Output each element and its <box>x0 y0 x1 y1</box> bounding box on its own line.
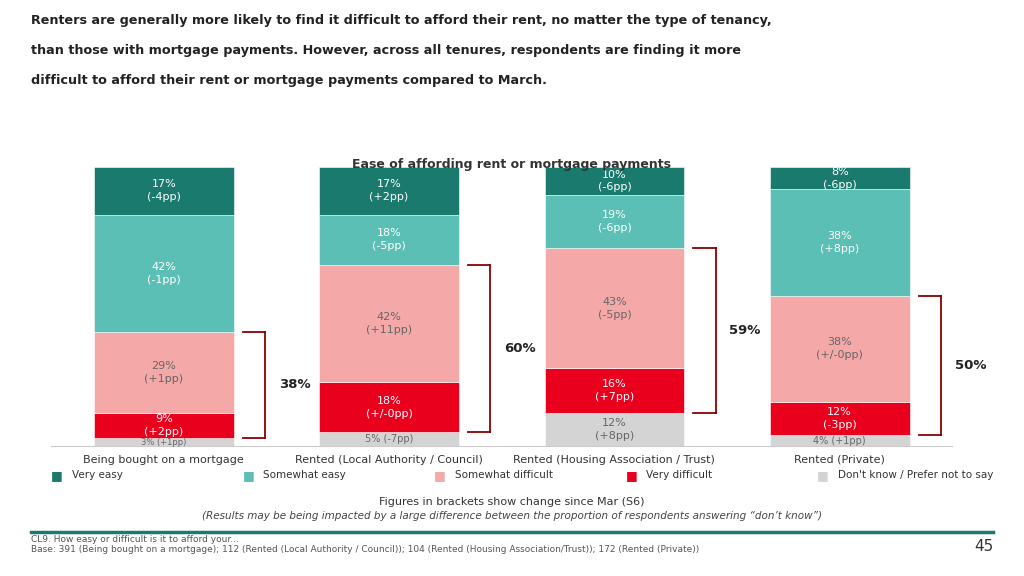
Text: 38%
(+/-0pp): 38% (+/-0pp) <box>816 337 863 360</box>
Text: 45: 45 <box>974 539 993 554</box>
Bar <box>319 382 459 433</box>
Text: Base: 391 (Being bought on a mortgage); 112 (Rented (Local Authority / Council)): Base: 391 (Being bought on a mortgage); … <box>31 545 699 555</box>
Text: Somewhat difficult: Somewhat difficult <box>455 470 553 480</box>
Text: 42%
(+11pp): 42% (+11pp) <box>366 312 413 335</box>
Bar <box>94 438 233 446</box>
Text: 43%
(-5pp): 43% (-5pp) <box>598 297 631 320</box>
Text: ■: ■ <box>434 469 445 482</box>
Text: Renters are generally more likely to find it difficult to afford their rent, no : Renters are generally more likely to fin… <box>31 14 771 28</box>
Text: 42%
(-1pp): 42% (-1pp) <box>147 262 180 285</box>
Text: 18%
(-5pp): 18% (-5pp) <box>373 228 406 251</box>
Text: 12%
(-3pp): 12% (-3pp) <box>823 407 856 430</box>
Bar <box>545 248 684 368</box>
Bar <box>319 167 459 214</box>
Bar <box>545 368 684 413</box>
Text: 59%: 59% <box>729 324 761 337</box>
Bar <box>545 195 684 248</box>
Text: Very easy: Very easy <box>72 470 123 480</box>
Text: 50%: 50% <box>954 359 986 372</box>
Text: 8%
(-6pp): 8% (-6pp) <box>823 167 856 190</box>
Text: ■: ■ <box>243 469 254 482</box>
Text: ■: ■ <box>51 469 62 482</box>
Bar <box>319 265 459 382</box>
Text: 17%
(-4pp): 17% (-4pp) <box>146 179 181 202</box>
Bar <box>319 214 459 265</box>
Text: 17%
(+2pp): 17% (+2pp) <box>370 179 409 202</box>
Text: ■: ■ <box>817 469 828 482</box>
Text: Somewhat easy: Somewhat easy <box>263 470 346 480</box>
Text: 38%: 38% <box>279 378 310 392</box>
Text: 5% (-7pp): 5% (-7pp) <box>365 434 414 445</box>
Bar <box>770 295 909 401</box>
Text: 18%
(+/-0pp): 18% (+/-0pp) <box>366 396 413 419</box>
Bar <box>94 413 233 438</box>
Text: Ease of affording rent or mortgage payments: Ease of affording rent or mortgage payme… <box>352 158 672 172</box>
Bar <box>319 433 459 446</box>
Text: 10%
(-6pp): 10% (-6pp) <box>598 169 631 192</box>
Text: 4% (+1pp): 4% (+1pp) <box>813 436 866 446</box>
Bar <box>770 435 909 446</box>
Bar <box>545 413 684 446</box>
Text: Figures in brackets show change since Mar (S6): Figures in brackets show change since Ma… <box>379 497 645 506</box>
Text: 19%
(-6pp): 19% (-6pp) <box>598 210 631 233</box>
Bar <box>94 332 233 413</box>
Text: CL9. How easy or difficult is it to afford your...: CL9. How easy or difficult is it to affo… <box>31 535 239 544</box>
Text: than those with mortgage payments. However, across all tenures, respondents are : than those with mortgage payments. Howev… <box>31 44 740 58</box>
Bar <box>770 190 909 295</box>
Text: 12%
(+8pp): 12% (+8pp) <box>595 418 634 441</box>
Text: Very difficult: Very difficult <box>646 470 713 480</box>
Text: 29%
(+1pp): 29% (+1pp) <box>144 361 183 384</box>
Bar <box>94 167 233 214</box>
Bar <box>545 167 684 195</box>
Text: 16%
(+7pp): 16% (+7pp) <box>595 379 634 402</box>
Bar <box>770 167 909 190</box>
Text: 38%
(+8pp): 38% (+8pp) <box>820 231 859 254</box>
Text: 9%
(+2pp): 9% (+2pp) <box>144 414 183 437</box>
Text: difficult to afford their rent or mortgage payments compared to March.: difficult to afford their rent or mortga… <box>31 74 547 88</box>
Bar <box>770 401 909 435</box>
Bar <box>94 214 233 332</box>
Text: 60%: 60% <box>504 342 536 355</box>
Text: Don't know / Prefer not to say: Don't know / Prefer not to say <box>838 470 993 480</box>
Text: ■: ■ <box>626 469 637 482</box>
Text: (Results may be being impacted by a large difference between the proportion of r: (Results may be being impacted by a larg… <box>202 511 822 521</box>
Text: 3% (+1pp): 3% (+1pp) <box>141 438 186 447</box>
